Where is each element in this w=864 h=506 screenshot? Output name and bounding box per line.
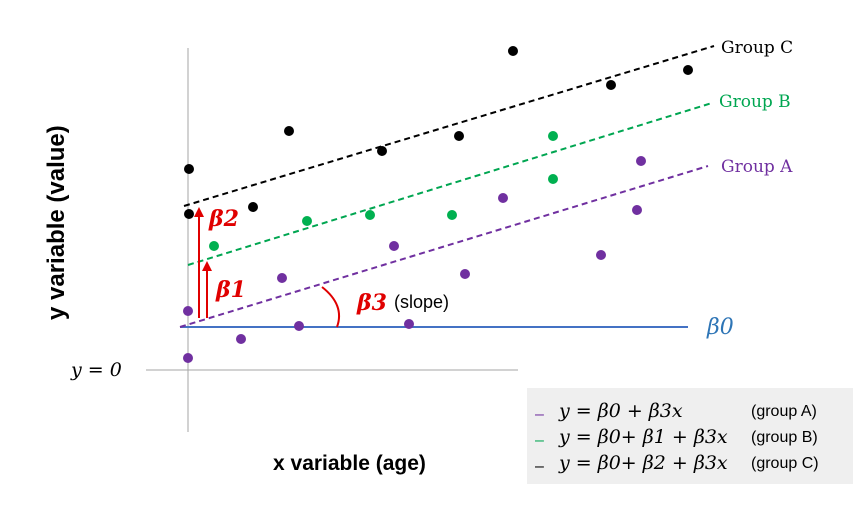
point-b: [209, 241, 219, 251]
point-b: [302, 216, 312, 226]
beta2-label: β2: [208, 206, 239, 232]
beta3-label: β3: [356, 290, 387, 316]
point-a: [389, 241, 399, 251]
point-c: [184, 164, 194, 174]
beta2-arrowhead: [194, 207, 204, 217]
slope-note: (slope): [394, 292, 449, 312]
legend-row-group-c: – y = β0+ β2 + β3x (group C): [531, 450, 849, 476]
beta1-arrowhead: [202, 261, 212, 271]
legend-group-b: (group B): [751, 429, 818, 446]
group-b-points: [209, 131, 558, 251]
point-a: [632, 205, 642, 215]
point-c: [284, 126, 294, 136]
beta0-label: β0: [706, 315, 734, 340]
legend-row-group-a: – y = β0 + β3x (group A): [531, 398, 849, 424]
legend-equation-b: y = β0+ β1 + β3x: [559, 426, 728, 448]
group-c-points: [184, 46, 693, 219]
legend-dash-c: –: [535, 458, 544, 475]
point-b: [548, 174, 558, 184]
point-c: [683, 65, 693, 75]
point-c: [184, 209, 194, 219]
point-c: [248, 202, 258, 212]
slope-angle-arc: [321, 286, 341, 328]
y-axis-title: y variable (value): [43, 125, 70, 320]
legend-equation-c: y = β0+ β2 + β3x: [559, 452, 728, 474]
group-b-line: [187, 102, 713, 266]
point-a: [277, 273, 287, 283]
legend-dash-b: –: [535, 432, 544, 449]
legend-dash-a: –: [535, 406, 544, 423]
point-a: [236, 334, 246, 344]
point-c: [606, 80, 616, 90]
point-a: [183, 306, 193, 316]
point-a: [294, 321, 304, 331]
y-zero-label: y = 0: [70, 359, 122, 381]
point-c: [508, 46, 518, 56]
point-a: [498, 193, 508, 203]
point-a: [183, 353, 193, 363]
point-c: [454, 131, 464, 141]
point-a: [460, 269, 470, 279]
legend-row-group-b: – y = β0+ β1 + β3x (group B): [531, 424, 849, 450]
x-axis-title: x variable (age): [273, 452, 426, 475]
legend-equation-a: y = β0 + β3x: [559, 400, 683, 422]
legend-group-c: (group C): [751, 455, 819, 472]
point-a: [636, 156, 646, 166]
equation-legend: – y = β0 + β3x (group A) – y = β0+ β1 + …: [527, 388, 853, 484]
group-c-line: [183, 45, 715, 207]
point-b: [548, 131, 558, 141]
point-a: [404, 319, 414, 329]
point-a: [596, 250, 606, 260]
beta-arrows: [194, 207, 212, 318]
beta1-label: β1: [215, 277, 246, 303]
group-a-points: [183, 156, 646, 363]
legend-group-a: (group A): [751, 403, 817, 420]
point-b: [365, 210, 375, 220]
group-a-line: [179, 165, 709, 328]
point-b: [447, 210, 457, 220]
group-a-label: Group A: [721, 157, 793, 177]
group-c-label: Group C: [721, 38, 793, 58]
group-b-label: Group B: [719, 92, 791, 112]
point-c: [377, 146, 387, 156]
